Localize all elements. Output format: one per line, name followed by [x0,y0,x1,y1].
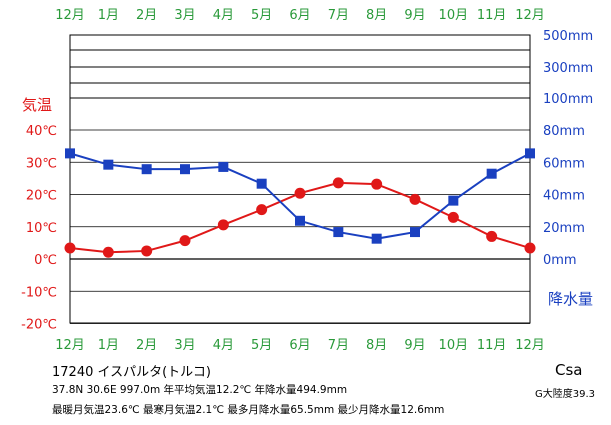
month-label: 3月 [174,8,195,23]
month-label: 8月 [366,338,387,353]
month-label: 2月 [136,8,157,23]
month-label: 6月 [289,338,310,353]
month-label: 1月 [98,338,119,353]
temperature-point [102,246,114,258]
temperature-point [256,204,268,216]
temperature-point [332,177,344,189]
month-label: 12月 [55,8,85,23]
month-label: 5月 [251,338,272,353]
precipitation-point [486,168,497,179]
month-labels-bottom: 12月 1月 2月 3月 4月 5月 6月 7月 8月 9月 10月 11月 12月 [55,338,545,353]
precipitation-tick-label: 300mm [543,61,593,76]
precipitation-tick-label: 500mm [543,29,593,44]
month-label: 10月 [439,338,469,353]
month-label: 4月 [213,8,234,23]
temperature-point [371,178,383,190]
precipitation-tick-label: 100mm [543,92,593,107]
month-label: 6月 [289,8,310,23]
temperature-point [524,242,536,254]
temperature-point [179,235,191,247]
month-label: 7月 [328,8,349,23]
precipitation-point [333,227,344,238]
precipitation-axis-title: 降水量 [548,290,593,308]
month-label: 9月 [404,338,425,353]
station-details-line-1: 37.8N 30.6E 997.0m 年平均気温12.2℃ 年降水量494.9m… [52,384,348,396]
precipitation-tick-label: 60mm [543,156,585,171]
temperature-tick-label: -20℃ [21,318,57,333]
temperature-tick-label: 0℃ [34,253,57,268]
month-label: 11月 [477,8,507,23]
precipitation-point [525,148,535,159]
month-label: 4月 [213,338,234,353]
temperature-point [64,242,76,254]
temperature-tick-label: -10℃ [21,285,57,300]
month-label: 7月 [328,338,349,353]
temperature-point [141,245,153,257]
station-name: 17240 イスパルタ(トルコ) [52,365,211,380]
precipitation-point [371,233,382,244]
temperature-axis-title: 気温 [22,96,52,114]
temperature-tick-labels: 40℃ 30℃ 20℃ 10℃ 0℃ -10℃ -20℃ [21,124,57,333]
grid-lines [69,34,531,324]
precipitation-tick-label: 0mm [543,253,577,268]
month-label: 9月 [404,8,425,23]
month-label: 12月 [55,338,85,353]
temperature-tick-label: 30℃ [26,156,57,171]
precipitation-tick-labels: 500mm 300mm 100mm 80mm 60mm 40mm 20mm 0mm [543,29,593,268]
precipitation-point [256,178,267,189]
climate-classification: Csa [555,361,583,379]
temperature-point [217,219,229,231]
temperature-point [409,193,421,205]
precipitation-tick-label: 40mm [543,189,585,204]
month-label: 1月 [98,8,119,23]
temperature-tick-label: 10℃ [26,221,57,236]
precipitation-tick-label: 20mm [543,221,585,236]
temperature-point [447,211,459,223]
precipitation-point [103,159,114,170]
month-label: 12月 [515,338,545,353]
precipitation-point [180,164,190,175]
plot-frame [69,34,531,324]
precipitation-point [141,164,152,175]
temperature-tick-label: 20℃ [26,189,57,204]
series-layer [64,148,536,258]
precipitation-point [65,148,75,159]
temperature-point [486,230,498,242]
continentality-index: G大陸度39.3 [535,389,596,400]
month-label: 3月 [174,338,195,353]
precipitation-point [410,227,420,238]
month-label: 10月 [439,8,469,23]
temperature-tick-label: 40℃ [26,124,57,139]
precipitation-point [448,195,459,206]
precipitation-point [218,161,229,172]
month-labels-top: 12月 1月 2月 3月 4月 5月 6月 7月 8月 9月 10月 11月 12月 [55,8,545,23]
month-label: 5月 [251,8,272,23]
station-details-line-2: 最暖月気温23.6℃ 最寒月気温2.1℃ 最多月降水量65.5mm 最少月降水量… [52,404,445,416]
month-label: 12月 [515,8,545,23]
month-label: 8月 [366,8,387,23]
month-label: 2月 [136,338,157,353]
month-label: 11月 [477,338,507,353]
precipitation-tick-label: 80mm [543,124,585,139]
precipitation-point [295,215,305,226]
temperature-point [294,187,306,199]
